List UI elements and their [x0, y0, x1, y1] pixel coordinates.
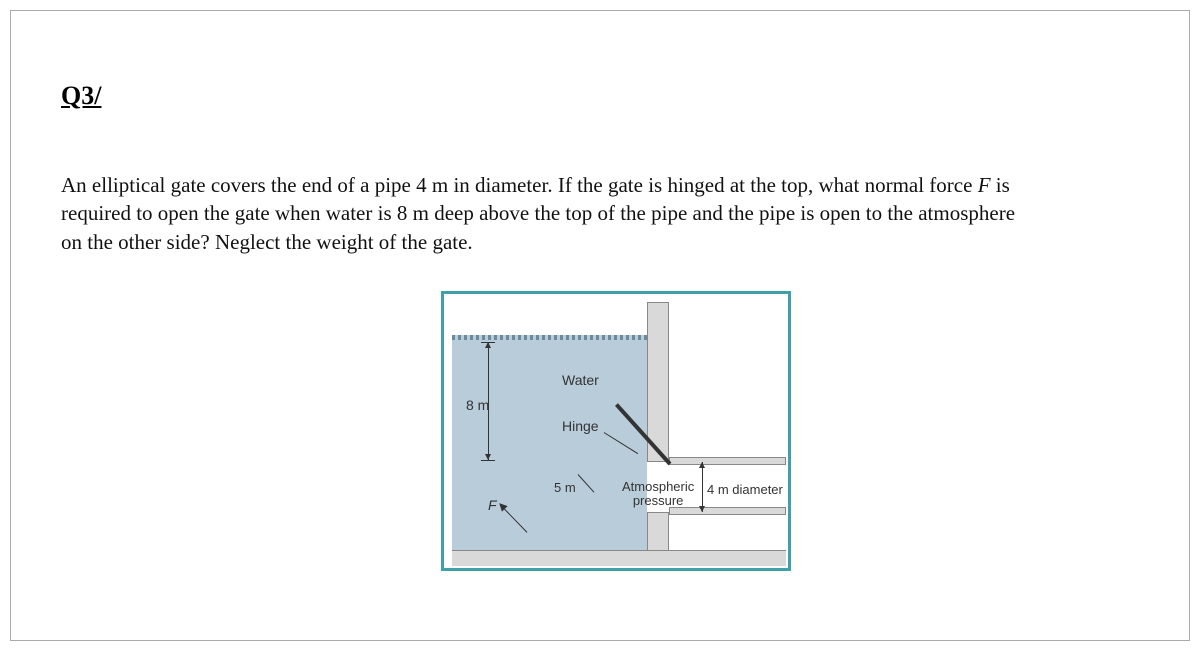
label-gate-5m: 5 m: [554, 480, 576, 495]
depth-arrow-down-icon: [485, 454, 491, 460]
diagram-inner: Water 8 m Hinge 5 m F Atmospheric pressu…: [452, 302, 780, 560]
label-force-F: F: [488, 497, 497, 513]
label-atmospheric: Atmospheric pressure: [622, 480, 694, 509]
question-id: Q3/: [61, 81, 101, 111]
pipe-dia-arrow-down-icon: [699, 506, 705, 512]
wall-lower: [647, 512, 669, 550]
pipe-dia-arrow-up-icon: [699, 462, 705, 468]
wall-upper: [647, 302, 669, 462]
label-depth-8m: 8 m: [466, 397, 489, 413]
depth-arrow-up-icon: [485, 342, 491, 348]
depth-dim-tick-bottom: [481, 460, 495, 461]
pipe-wall-top: [669, 457, 786, 465]
label-water: Water: [562, 372, 599, 388]
label-atm-line1: Atmospheric: [622, 479, 694, 494]
label-atm-line2: pressure: [633, 493, 684, 508]
force-variable: F: [978, 173, 991, 197]
diagram-figure: Water 8 m Hinge 5 m F Atmospheric pressu…: [441, 291, 791, 571]
page-frame: Q3/ An elliptical gate covers the end of…: [10, 10, 1190, 641]
water-surface: [452, 335, 647, 340]
water-region: [452, 338, 647, 550]
pipe-dia-dim-line: [702, 462, 703, 512]
label-hinge: Hinge: [562, 418, 599, 434]
problem-text-p1: An elliptical gate covers the end of a p…: [61, 173, 978, 197]
problem-statement: An elliptical gate covers the end of a p…: [61, 171, 1041, 256]
label-pipe-4m: 4 m diameter: [707, 482, 783, 497]
floor-slab: [452, 550, 786, 566]
